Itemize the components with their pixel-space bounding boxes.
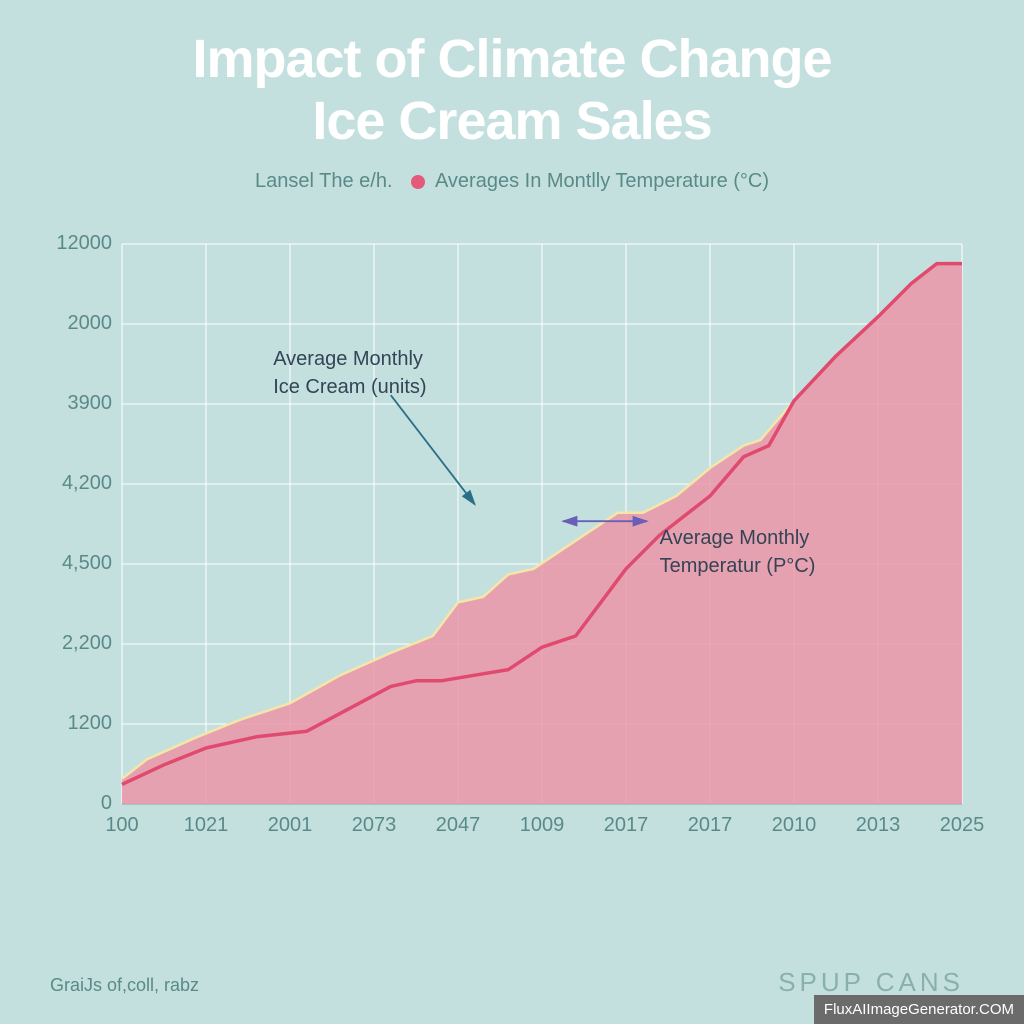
x-tick-label: 1009 bbox=[502, 814, 582, 837]
x-tick-label: 2073 bbox=[334, 814, 414, 837]
x-tick-label: 2047 bbox=[418, 814, 498, 837]
x-tick-label: 1021 bbox=[166, 814, 246, 837]
y-tick-label: 4,200 bbox=[42, 472, 112, 495]
x-tick-label: 2013 bbox=[838, 814, 918, 837]
y-tick-label: 4,500 bbox=[42, 552, 112, 575]
y-tick-label: 12000 bbox=[42, 232, 112, 255]
y-tick-label: 2000 bbox=[42, 312, 112, 335]
chart-svg bbox=[0, 0, 1024, 1024]
x-tick-label: 2017 bbox=[670, 814, 750, 837]
anno-icecream: Average MonthlyIce Cream (units) bbox=[273, 345, 426, 401]
y-tick-label: 3900 bbox=[42, 392, 112, 415]
x-tick-label: 2010 bbox=[754, 814, 834, 837]
y-tick-label: 1200 bbox=[42, 712, 112, 735]
x-tick-label: 2025 bbox=[922, 814, 1002, 837]
anno-temp: Average MonthlyTemperatur (P°C) bbox=[660, 524, 816, 580]
canvas: Impact of Climate Change Ice Cream Sales… bbox=[0, 0, 1024, 1024]
footer-left: GraiJs of,coll, rabz bbox=[50, 975, 199, 996]
x-tick-label: 2017 bbox=[586, 814, 666, 837]
x-tick-label: 2001 bbox=[250, 814, 330, 837]
x-tick-label: 100 bbox=[82, 814, 162, 837]
y-tick-label: 2,200 bbox=[42, 632, 112, 655]
watermark: FluxAIImageGenerator.COM bbox=[814, 995, 1024, 1024]
y-tick-label: 0 bbox=[42, 792, 112, 815]
footer-right: SPUP CANS bbox=[778, 967, 964, 998]
